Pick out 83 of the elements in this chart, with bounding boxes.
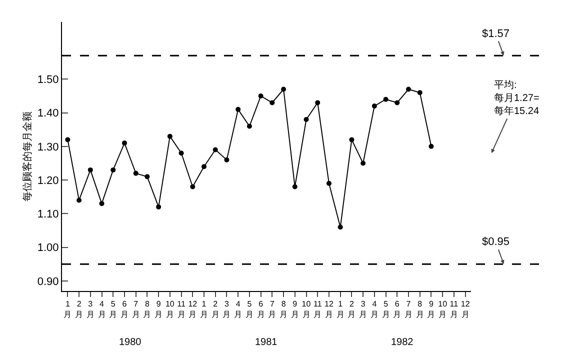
point — [394, 100, 400, 106]
x-tick-label: 5月 — [245, 300, 254, 319]
x-tick-label: 11月 — [313, 300, 322, 319]
x-tick-label: 12月 — [460, 300, 470, 319]
point — [326, 180, 332, 186]
point — [178, 150, 184, 156]
x-tick-label: 7月 — [132, 300, 140, 319]
x-tick-label: 6月 — [256, 300, 265, 319]
text: 1980 — [119, 337, 142, 348]
point — [349, 137, 354, 142]
x-tick-label: 10月 — [302, 300, 312, 319]
point — [212, 147, 218, 152]
x-tick-label: 5月 — [109, 300, 118, 319]
x-tick-label: 6月 — [393, 300, 402, 319]
point — [224, 157, 230, 162]
point — [360, 160, 366, 166]
point — [236, 106, 241, 112]
y-tick-label: 0.90 — [37, 276, 59, 288]
point — [246, 124, 252, 129]
point — [190, 184, 196, 190]
point — [76, 198, 82, 203]
y-axis-title: 每位顾客的每月金额 — [21, 112, 34, 202]
point — [202, 164, 207, 170]
y-tick-label: 1.20 — [37, 174, 59, 187]
y-tick-label: 1.50 — [37, 74, 59, 86]
y-tick-label: 1.30 — [37, 141, 59, 154]
point — [156, 204, 162, 210]
x-tick-label: 5月 — [382, 300, 390, 319]
x-tick-label: 9月 — [427, 300, 436, 319]
x-tick-label: 3月 — [86, 300, 94, 319]
point — [372, 104, 377, 109]
point — [99, 201, 104, 206]
point — [304, 117, 309, 122]
x-tick-label: 1月 — [336, 300, 344, 319]
point — [428, 144, 434, 149]
y-tick-label: 1.10 — [37, 208, 59, 221]
x-tick-label: 7月 — [268, 300, 276, 319]
x-tick-label: 7月 — [404, 300, 413, 319]
x-tick-label: 12月 — [324, 300, 334, 319]
x-tick-label: 6月 — [120, 300, 128, 319]
x-tick-label: 8月 — [280, 300, 288, 319]
point — [110, 167, 116, 172]
x-tick-label: 2月 — [348, 300, 356, 319]
x-tick-label: 9月 — [290, 300, 299, 319]
x-tick-label: 1月 — [64, 300, 72, 319]
text: 平均: 每月1.27= 每年15.24 — [494, 79, 540, 117]
point — [270, 100, 275, 106]
x-tick-label: 4月 — [370, 300, 378, 319]
x-tick-label: 3月 — [222, 300, 231, 319]
x-tick-label: 10月 — [438, 300, 448, 319]
ref-line-label: $1.57 — [482, 28, 510, 40]
x-tick-label: 8月 — [416, 300, 424, 319]
x-tick-label: 12月 — [188, 300, 198, 319]
text: 1981 — [255, 337, 278, 348]
y-tick-label: 1.00 — [37, 242, 59, 254]
point — [258, 93, 264, 98]
point — [417, 90, 422, 96]
point — [122, 140, 127, 146]
x-tick-label: 9月 — [154, 300, 163, 319]
point — [167, 134, 172, 139]
x-tick-label: 2月 — [75, 300, 84, 319]
point — [65, 137, 70, 142]
x-tick-label: 4月 — [234, 300, 242, 319]
x-tick-label: 8月 — [143, 300, 152, 319]
text: 1982 — [391, 337, 414, 348]
point — [315, 100, 320, 106]
x-tick-label: 4月 — [98, 300, 106, 319]
point — [406, 86, 412, 92]
point — [383, 96, 388, 102]
point — [292, 184, 298, 190]
x-tick-label: 11月 — [177, 300, 186, 319]
ref-line-label: $0.95 — [482, 236, 510, 248]
x-tick-label: 11月 — [450, 300, 459, 319]
point — [144, 174, 150, 180]
x-tick-label: 2月 — [211, 300, 220, 319]
point — [338, 224, 343, 230]
x-tick-label: 3月 — [359, 300, 368, 319]
point — [281, 86, 286, 92]
x-tick-label: 1月 — [200, 300, 208, 319]
point — [133, 170, 138, 176]
point — [88, 167, 93, 172]
x-tick-label: 10月 — [165, 300, 175, 319]
y-tick-label: 1.40 — [37, 108, 59, 120]
